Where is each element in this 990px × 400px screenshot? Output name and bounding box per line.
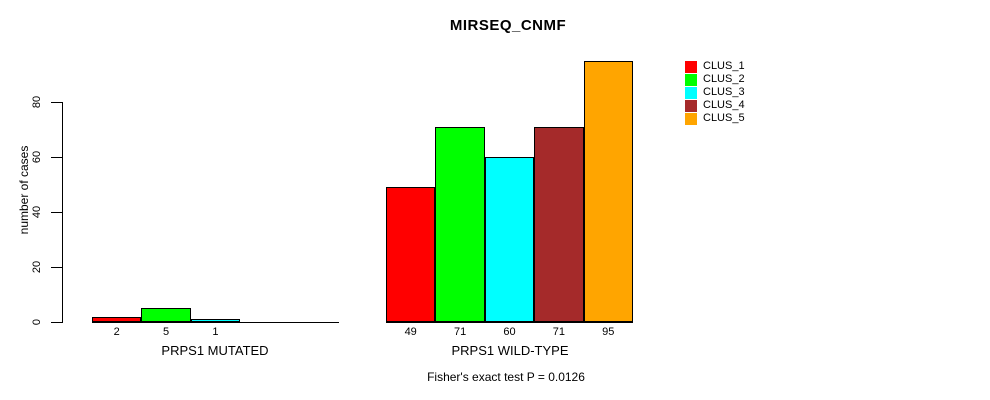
bar-clus_2	[141, 308, 191, 322]
bar-clus_3	[190, 319, 241, 322]
legend-swatch-clus_3	[685, 86, 697, 99]
legend-item-clus_3: CLUS_3	[685, 86, 745, 99]
fisher-test-caption: Fisher's exact test P = 0.0126	[427, 370, 585, 384]
bar-clus_2	[435, 126, 485, 322]
bar-value-label: 1	[212, 326, 219, 338]
legend-label: CLUS_2	[703, 73, 745, 85]
group-baseline	[92, 322, 339, 323]
legend-swatch-clus_1	[685, 60, 697, 73]
legend-label: CLUS_4	[703, 99, 745, 111]
legend-swatch-clus_4	[685, 99, 697, 112]
legend-item-clus_2: CLUS_2	[685, 73, 745, 86]
bar-value-label: 49	[404, 326, 417, 338]
legend-label: CLUS_1	[703, 60, 745, 72]
bar-value-label: 5	[163, 326, 170, 338]
y-axis-tick	[51, 102, 62, 103]
y-axis-tick-label: 40	[31, 205, 43, 219]
bar-clus_1	[386, 187, 436, 322]
bar-value-label: 60	[503, 326, 516, 338]
y-axis-tick-label: 20	[31, 260, 43, 274]
bar-clus_3	[484, 157, 535, 322]
legend-swatch-clus_2	[685, 73, 697, 86]
bar-value-label: 71	[453, 326, 467, 338]
y-axis-tick-label: 80	[31, 95, 43, 109]
y-axis-tick	[51, 212, 62, 213]
group-label-wild-type: PRPS1 WILD-TYPE	[451, 343, 569, 358]
legend-label: CLUS_5	[703, 112, 745, 124]
y-axis-label: number of cases	[17, 145, 31, 235]
y-axis-tick	[51, 267, 62, 268]
y-axis-tick-label: 0	[31, 318, 43, 326]
y-axis-line	[62, 102, 63, 323]
bar-clus_5	[583, 60, 633, 322]
group-label-mutated: PRPS1 MUTATED	[161, 343, 269, 358]
legend-item-clus_1: CLUS_1	[685, 60, 745, 73]
bar-clus_4	[534, 126, 584, 322]
legend-label: CLUS_3	[703, 86, 745, 98]
bar-value-label: 2	[113, 326, 120, 338]
y-axis-tick	[51, 157, 62, 158]
chart-title: MIRSEQ_CNMF	[449, 17, 567, 34]
y-axis-tick	[51, 322, 62, 323]
group-baseline	[386, 322, 633, 323]
bar-value-label: 71	[552, 326, 565, 338]
bar-clus_1	[92, 316, 142, 322]
y-axis-tick-label: 60	[31, 150, 43, 164]
legend-item-clus_5: CLUS_5	[685, 112, 745, 125]
legend-swatch-clus_5	[685, 112, 697, 125]
legend-item-clus_4: CLUS_4	[685, 99, 745, 112]
bar-value-label: 95	[602, 326, 615, 338]
